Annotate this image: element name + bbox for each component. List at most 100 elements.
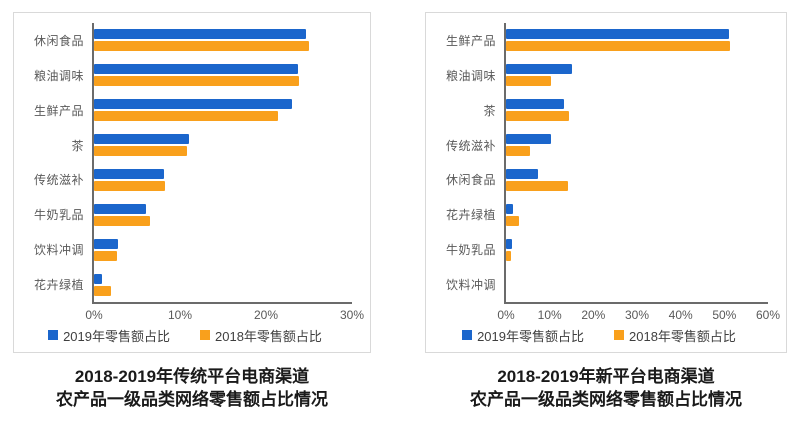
category-row: 花卉绿植 [430,197,768,233]
bar-group [504,23,768,58]
bar-2019年零售额占比 [506,134,551,145]
chart-panel-traditional-platform: 休闲食品 粮油调味 生鲜产品茶传统滋补 牛奶乳品 饮料冲调 花卉绿植 0% 10% 20% 30… [13,12,371,353]
category-row: 茶 [430,92,768,128]
x-tick-label: 50% [712,308,737,322]
category-label: 粮油调味 [445,68,496,83]
category-row: 休闲食品 [18,23,352,58]
bar-group [92,23,352,58]
bar-group [504,92,768,128]
legend-swatch-icon [614,330,624,340]
category-row: 饮料冲调 [18,232,352,268]
plot-rows: 休闲食品粮油调味生鲜产品茶传统滋补牛奶乳品饮料冲调花卉绿植 [18,23,352,302]
bar-group [92,127,352,163]
legend-item: 2019年零售额占比 [48,326,170,345]
legend-label: 2019年零售额占比 [477,328,584,344]
bar-2019年零售额占比 [506,238,513,249]
category-label: 花卉绿植 [445,208,496,223]
bar-group [92,267,352,302]
bar-group [92,92,352,128]
chart-title-new-platform: 2018-2019年新平台电商渠道 农产品一级品类网络零售额占比情况 [425,366,787,412]
bar-2019年零售额占比 [94,203,146,214]
category-label: 饮料冲调 [33,243,84,258]
bar-2018年零售额占比 [94,146,187,157]
bar-2019年零售额占比 [506,203,513,214]
bar-group [504,57,768,93]
category-row: 粮油调味 [18,57,352,93]
category-label: 休闲食品 [445,173,496,188]
category-row: 牛奶乳品 [18,197,352,233]
bar-group [504,197,768,233]
bar-2019年零售额占比 [506,64,572,75]
legend: 2019年零售额占比 2018年零售额占比 [18,324,352,346]
bar-2019年零售额占比 [94,99,292,110]
x-tick-label: 0% [85,308,103,322]
bar-2019年零售额占比 [94,64,298,75]
category-label: 传统滋补 [33,173,84,188]
bar-group [92,232,352,268]
category-row: 生鲜产品 [430,23,768,58]
chart-title-line2: 农产品一级品类网络零售额占比情况 [56,389,328,409]
bar-2019年零售额占比 [94,134,189,145]
legend-label: 2019年零售额占比 [63,328,170,344]
legend-swatch-icon [48,330,59,340]
category-row: 传统滋补 [18,162,352,198]
legend-swatch-icon [200,330,210,340]
category-row: 牛奶乳品 [430,232,768,268]
bar-2018年零售额占比 [94,76,299,87]
chart-title-line1: 2018-2019年传统平台电商渠道 [74,367,310,386]
x-axis-ticks: 0% 10% 20% 30% [85,304,364,324]
bar-group [92,197,352,233]
x-axis-line [504,302,768,304]
legend: 2019年零售额占比 2018年零售额占比 [430,324,768,346]
bar-2018年零售额占比 [506,76,552,87]
x-tick-label: 10% [537,308,562,322]
chart-title-line2: 农产品一级品类网络零售额占比情况 [470,389,742,409]
bar-group [504,267,768,302]
x-tick-label: 0% [497,308,515,322]
category-row: 休闲食品 [430,162,768,198]
bar-2018年零售额占比 [506,41,730,52]
bar-2019年零售额占比 [94,238,119,249]
legend-swatch-icon [462,330,473,340]
bar-2019年零售额占比 [94,29,307,40]
category-row: 花卉绿植 [18,267,352,302]
bar-2018年零售额占比 [506,146,531,157]
x-tick-label: 20% [253,308,279,322]
bar-2019年零售额占比 [94,273,102,284]
x-tick-label: 10% [167,308,193,322]
legend-label: 2018年零售额占比 [629,328,736,344]
bar-2019年零售额占比 [506,168,539,179]
category-label: 传统滋补 [445,138,496,153]
legend-label: 2018年零售额占比 [215,328,322,344]
x-tick-label: 30% [624,308,650,322]
bar-group [504,162,768,198]
bar-2018年零售额占比 [506,250,512,261]
bar-2018年零售额占比 [94,180,165,191]
bar-group [504,232,768,268]
bar-2018年零售额占比 [506,180,568,191]
category-row: 传统滋补 [430,127,768,163]
bar-2018年零售额占比 [94,250,118,261]
category-label: 饮料冲调 [445,278,496,293]
bar-2018年零售额占比 [94,111,279,122]
bar-group [92,162,352,198]
category-row: 粮油调味 [430,57,768,93]
category-label: 生鲜产品 [33,103,84,118]
chart-panel-new-platform: 生鲜产品 粮油调味茶传统滋补 休闲食品 花卉绿植 牛奶乳品 饮料冲调 0% 10% 20% 30… [425,12,787,353]
plot-rows: 生鲜产品粮油调味茶传统滋补休闲食品花卉绿植牛奶乳品饮料冲调 [430,23,768,302]
bar-2018年零售额占比 [506,215,520,226]
x-tick-label: 40% [668,308,693,322]
x-tick-label: 60% [755,308,781,322]
category-label: 茶 [71,138,84,153]
chart-title-traditional-platform: 2018-2019年传统平台电商渠道 农产品一级品类网络零售额占比情况 [13,366,371,412]
category-row: 饮料冲调 [430,267,768,302]
legend-item: 2019年零售额占比 [462,326,584,345]
category-label: 花卉绿植 [33,278,84,293]
bar-2018年零售额占比 [94,41,309,52]
category-label: 休闲食品 [33,33,84,48]
legend-item: 2018年零售额占比 [614,326,736,345]
category-label: 牛奶乳品 [33,208,84,223]
bar-2019年零售额占比 [506,99,565,110]
category-row: 生鲜产品 [18,92,352,128]
category-label: 茶 [483,103,496,118]
